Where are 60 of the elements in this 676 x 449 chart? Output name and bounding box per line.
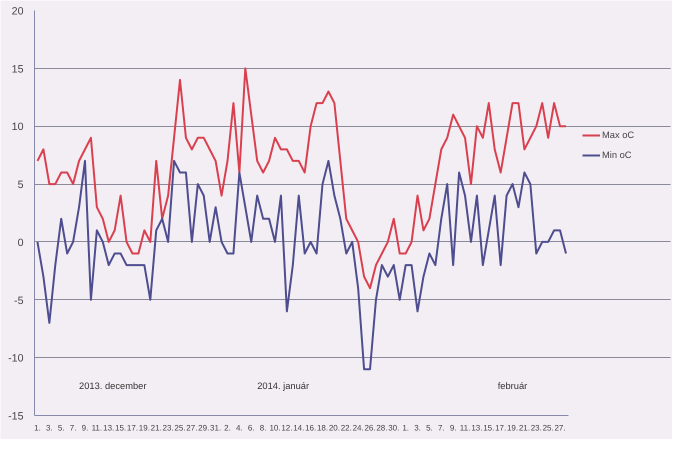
x-tick-label: 1. (402, 424, 409, 432)
x-tick-label: 23. (162, 424, 174, 432)
x-tick-label: 13. (103, 424, 114, 432)
x-tick-label: 25. (174, 424, 186, 432)
x-tick-label: 23. (530, 424, 542, 432)
x-tick-label: 5. (426, 424, 433, 432)
x-tick-label: 9. (450, 424, 456, 432)
x-tick-label: 6. (248, 424, 255, 432)
x-tick-label: 27. (554, 424, 566, 432)
x-tick-label: 3. (46, 424, 53, 432)
x-tick-label: 22. (340, 424, 352, 432)
x-tick-label: 7. (438, 424, 445, 432)
line-series (36, 67, 567, 290)
x-tick-label: 9. (82, 424, 88, 432)
x-tick-label: 30. (388, 424, 400, 432)
x-tick-label: 17. (495, 424, 506, 432)
y-tick-label: -10 (8, 352, 24, 365)
x-tick-label: 24. (352, 424, 364, 432)
y-tick-label: 20 (12, 6, 24, 18)
y-tick-label: 15 (12, 63, 24, 76)
x-tick-label: 28. (376, 424, 388, 432)
x-tick-label: 21. (518, 424, 530, 432)
annotation: február (498, 381, 528, 392)
y-tick-label: -15 (8, 410, 24, 422)
x-tick-label: 14. (293, 424, 304, 432)
x-tick-label: 29. (198, 424, 210, 432)
x-tick-label: 1. (34, 424, 41, 432)
legend-label: Min oC (602, 150, 632, 160)
x-tick-label: 5. (58, 424, 65, 432)
y-tick-label: 10 (12, 121, 24, 134)
x-tick-label: 15. (483, 424, 494, 432)
x-tick-label: 11. (92, 424, 102, 432)
x-tick-label: 13. (471, 424, 482, 432)
x-tick-label: 8. (260, 424, 266, 432)
x-tick-label: 12. (281, 424, 292, 432)
x-tick-label: 2. (224, 424, 231, 432)
x-tick-label: 19. (138, 424, 150, 432)
x-tick-label: 16. (305, 424, 316, 432)
y-tick-label: 0 (18, 236, 24, 249)
x-tick-label: 27. (186, 424, 198, 432)
y-tick-label: -5 (14, 294, 24, 307)
x-tick-label: 11. (460, 424, 470, 432)
x-tick-label: 19. (506, 424, 518, 432)
x-tick-label: 18. (316, 424, 328, 432)
x-tick-label: 26. (364, 424, 376, 432)
annotation: 2014. január (257, 381, 310, 392)
x-tick-label: 20. (328, 424, 340, 432)
x-tick-label: 4. (236, 424, 243, 432)
annotation: 2013. december (79, 381, 146, 392)
y-tick-label: 5 (18, 179, 24, 192)
x-tick-label: 3. (414, 424, 421, 432)
x-tick-label: 15. (115, 424, 126, 432)
x-tick-label: 25. (542, 424, 554, 432)
x-tick-label: 21. (150, 424, 162, 432)
x-tick-label: 7. (70, 424, 76, 432)
legend-label: Max oC (602, 130, 634, 140)
x-tick-label: 17. (126, 424, 138, 432)
x-tick-label: 10. (269, 424, 281, 432)
line-series (36, 160, 567, 370)
x-tick-label: 31. (210, 424, 222, 432)
